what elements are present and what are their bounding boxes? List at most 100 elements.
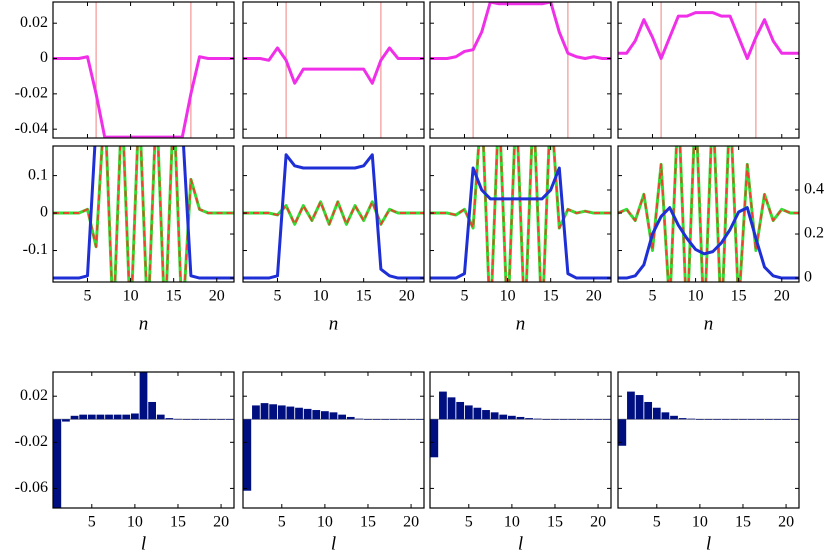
bar — [508, 415, 516, 420]
y2-tick-label: 0.4 — [804, 181, 824, 198]
bar — [269, 404, 278, 420]
x-tick-label: 15 — [731, 288, 747, 305]
bar — [721, 419, 730, 420]
y-tick-label: 0 — [40, 49, 48, 66]
panel — [243, 2, 424, 138]
data-line — [53, 146, 234, 280]
x-tick-label: 5 — [83, 288, 91, 305]
panel-frame — [242, 145, 425, 283]
x-tick-label: 5 — [88, 514, 96, 531]
y-tick-label: 0.02 — [20, 387, 48, 404]
bar — [482, 410, 490, 420]
bar — [156, 414, 165, 420]
bar — [389, 419, 398, 420]
y-tick-label: -0.1 — [23, 241, 48, 258]
data-line — [618, 206, 799, 280]
bar — [105, 414, 113, 420]
bar — [53, 419, 62, 508]
bar — [739, 419, 747, 420]
bar — [407, 419, 415, 420]
y2-tick-label: 0 — [804, 269, 812, 286]
bar — [372, 419, 381, 420]
x-tick-label: 20 — [586, 288, 602, 305]
bar — [773, 419, 782, 420]
bar — [191, 419, 200, 420]
bar — [661, 412, 670, 420]
bar — [199, 419, 208, 420]
x-axis-label: n — [139, 313, 149, 334]
panel-frame — [429, 145, 612, 283]
bar — [730, 419, 739, 420]
bar — [627, 391, 635, 420]
panel — [618, 391, 799, 446]
bar — [295, 407, 303, 420]
bar — [139, 372, 148, 420]
data-line — [53, 146, 234, 282]
bar — [670, 415, 678, 420]
panel-frame — [242, 1, 425, 139]
x-tick-label: 20 — [209, 288, 225, 305]
x-axis-label: l — [141, 533, 146, 553]
x-tick-label: 20 — [778, 514, 794, 531]
bar — [243, 419, 252, 491]
bar — [182, 419, 191, 420]
panel-frame — [52, 1, 235, 139]
x-tick-label: 10 — [504, 514, 520, 531]
bar — [321, 411, 329, 420]
bar — [644, 401, 653, 420]
panel — [618, 146, 799, 282]
x-tick-label: 15 — [360, 514, 376, 531]
x-axis-label: l — [706, 533, 711, 553]
panel — [430, 391, 611, 458]
bar — [131, 413, 139, 420]
panel-frame — [429, 1, 612, 139]
x-tick-label: 20 — [399, 288, 415, 305]
panel-frame — [242, 371, 425, 509]
panel — [53, 146, 234, 282]
bar — [499, 414, 508, 420]
x-tick-label: 10 — [127, 514, 143, 531]
panel — [618, 2, 799, 138]
bar — [594, 419, 602, 420]
x-tick-label: 10 — [500, 288, 516, 305]
bar — [174, 418, 182, 420]
bar — [602, 419, 611, 420]
bar — [217, 419, 225, 420]
panel-frame — [52, 145, 235, 283]
bar — [790, 419, 799, 420]
y-tick-label: 0 — [40, 204, 48, 221]
bar — [329, 412, 338, 420]
x-tick-label: 10 — [688, 288, 704, 305]
panel-frame — [52, 371, 235, 509]
bar — [687, 418, 696, 420]
x-tick-label: 15 — [170, 514, 186, 531]
bar — [747, 419, 756, 420]
data-line — [618, 146, 799, 282]
x-tick-label: 20 — [213, 514, 229, 531]
bar — [79, 414, 88, 420]
bar — [355, 418, 364, 420]
panel-frame — [617, 371, 800, 509]
bar — [447, 397, 456, 420]
bar — [208, 419, 217, 420]
x-axis-label: n — [704, 313, 714, 334]
bar — [148, 401, 156, 420]
x-tick-label: 15 — [166, 288, 182, 305]
bar — [551, 419, 559, 420]
x-tick-label: 20 — [774, 288, 790, 305]
x-tick-label: 15 — [356, 288, 372, 305]
x-tick-label: 15 — [547, 514, 563, 531]
bar — [678, 418, 687, 420]
bar — [70, 415, 79, 420]
x-tick-label: 5 — [278, 514, 286, 531]
data-line — [53, 55, 234, 138]
panel-frame — [617, 1, 800, 139]
panel — [243, 153, 424, 280]
x-tick-label: 10 — [317, 514, 333, 531]
x-axis-label: n — [329, 313, 339, 334]
bar — [277, 405, 286, 420]
data-line — [243, 46, 424, 85]
panel-frame — [429, 371, 612, 509]
bar — [652, 407, 661, 420]
